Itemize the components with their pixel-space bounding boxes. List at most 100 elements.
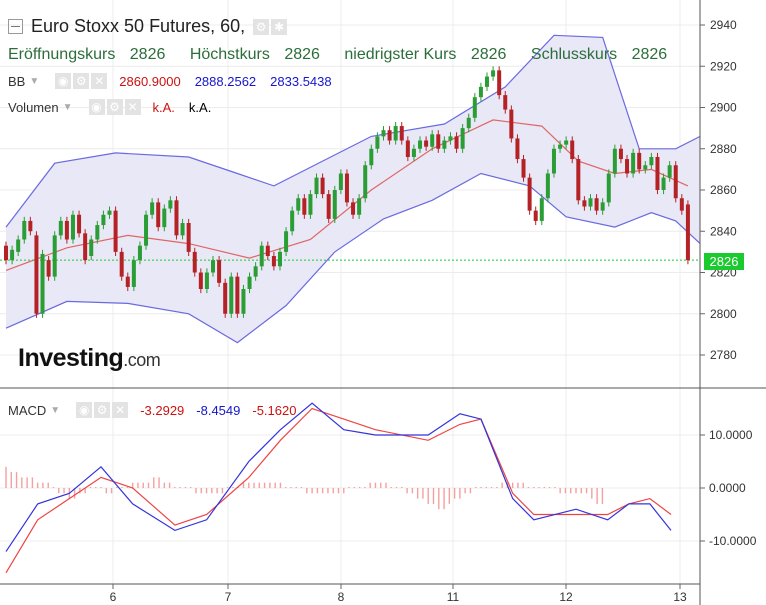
candle-body: [229, 276, 234, 314]
visibility-icon[interactable]: ◉: [55, 73, 72, 89]
candle-body: [174, 200, 179, 236]
volume-value-1: k.A.: [152, 99, 175, 115]
candle-body: [144, 214, 149, 246]
chart-title: Euro Stoxx 50 Futures, 60,: [31, 16, 246, 36]
candle-body: [363, 165, 368, 199]
price-tick-label: 2940: [710, 18, 737, 32]
macd-value-1: -3.2929: [140, 402, 185, 418]
price-tick-label: 2860: [710, 183, 737, 197]
candle-body: [223, 282, 228, 314]
candle-body: [454, 136, 459, 149]
candle-body: [113, 210, 118, 252]
candle-body: [685, 204, 690, 261]
candle-body: [180, 223, 185, 236]
price-tick-label: 2880: [710, 142, 737, 156]
gear-icon[interactable]: ✱: [271, 18, 288, 35]
candle-body: [484, 76, 489, 87]
close-icon[interactable]: ✕: [112, 402, 129, 418]
gear-icon[interactable]: ⚙: [94, 402, 111, 418]
time-tick-label: 12: [559, 590, 573, 604]
candle-body: [4, 245, 8, 261]
candle-body: [241, 289, 246, 314]
candle-body: [405, 140, 410, 157]
macd-value-3: -5.1620: [252, 402, 297, 418]
visibility-icon[interactable]: ◉: [88, 99, 105, 115]
macd-label: MACD: [8, 402, 47, 418]
candle-body: [198, 272, 203, 289]
volume-value-2: k.A.: [188, 99, 212, 115]
gear-icon[interactable]: ⚙: [73, 73, 90, 89]
candle-body: [253, 266, 258, 277]
candle-body: [119, 251, 124, 277]
candle-body: [217, 260, 222, 283]
candle-body: [612, 148, 617, 174]
chevron-down-icon[interactable]: ▼: [50, 404, 61, 416]
candle-body: [424, 140, 429, 147]
candle-body: [375, 136, 380, 149]
price-tick-label: 2900: [710, 101, 737, 115]
candle-body: [515, 138, 520, 160]
candle-body: [52, 235, 57, 277]
candle-body: [539, 198, 544, 221]
candle-body: [570, 140, 575, 160]
chevron-down-icon[interactable]: ▼: [62, 101, 73, 113]
macd-controls: ◉ ⚙ ✕: [76, 402, 129, 418]
candle-body: [631, 152, 636, 174]
candle-body: [290, 210, 295, 232]
close-icon[interactable]: ✕: [91, 73, 108, 89]
candle-body: [192, 251, 197, 273]
macd-tick-label: -10.0000: [709, 534, 757, 548]
candle-body: [46, 260, 51, 277]
collapse-icon[interactable]: [8, 19, 23, 34]
candle-body: [393, 126, 398, 141]
candle-body: [338, 173, 343, 190]
bb-controls: ◉ ⚙ ✕: [55, 73, 108, 89]
candle-body: [265, 245, 270, 256]
candle-body: [472, 97, 477, 118]
investing-logo: Investing.com: [18, 344, 161, 372]
candle-body: [527, 177, 532, 211]
candle-body: [58, 220, 63, 236]
price-tick-label: 2840: [710, 224, 737, 238]
candle-body: [308, 194, 313, 215]
candle-body: [673, 165, 678, 199]
candle-body: [442, 140, 447, 149]
candlesticks: [4, 66, 690, 318]
close-icon[interactable]: ✕: [124, 99, 141, 115]
ohlc-open: Eröffnungskurs 2826: [8, 46, 166, 63]
candle-body: [551, 148, 556, 174]
candle-body: [131, 260, 136, 287]
candle-body: [643, 165, 648, 170]
candle-body: [28, 220, 33, 232]
candle-body: [77, 214, 82, 234]
candle-body: [326, 194, 331, 219]
candle-body: [271, 256, 276, 267]
time-tick-label: 8: [338, 590, 345, 604]
candle-body: [436, 134, 441, 149]
ohlc-low: niedrigster Kurs 2826: [344, 46, 507, 63]
gear-icon[interactable]: ⚙: [106, 99, 123, 115]
ohlc-readout: Eröffnungskurs 2826 Höchstkurs 2826 nied…: [8, 46, 687, 64]
candle-body: [332, 190, 337, 219]
candle-body: [576, 159, 581, 201]
candle-body: [150, 202, 155, 215]
candle-body: [588, 198, 593, 207]
candle-body: [399, 126, 404, 141]
candle-body: [64, 220, 69, 240]
candle-body: [284, 231, 289, 252]
macd-tick-label: 10.0000: [709, 428, 753, 442]
macd-line: [5, 402, 672, 552]
visibility-icon[interactable]: ◉: [76, 402, 93, 418]
chevron-down-icon[interactable]: ▼: [29, 75, 40, 87]
candle-body: [478, 86, 483, 98]
bb-upper-value: 2888.2562: [194, 73, 257, 89]
candle-body: [600, 202, 605, 211]
candle-body: [521, 159, 526, 178]
macd-histogram: [5, 466, 604, 510]
settings-icon[interactable]: ⚙: [253, 18, 270, 35]
candle-body: [418, 140, 423, 149]
candle-body: [564, 140, 569, 145]
candle-body: [679, 198, 684, 211]
macd-lines: [5, 402, 672, 574]
bb-legend: BB ▼ ◉ ⚙ ✕ 2860.9000 2888.2562 2833.5438: [8, 73, 332, 89]
